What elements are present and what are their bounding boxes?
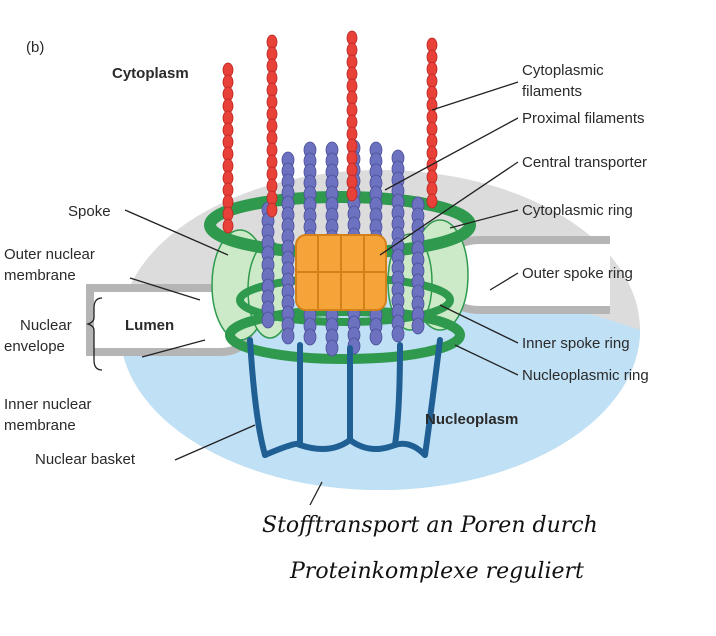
envelope-bracket (85, 297, 103, 371)
cytoplasmic-filament (266, 34, 278, 218)
leader-lines (124, 81, 519, 506)
label-nuclear-basket: Nuclear basket (35, 451, 136, 468)
label-inner-spoke-ring: Inner spoke ring (522, 335, 630, 352)
label-lumen: Lumen (125, 317, 174, 334)
proximal-filament (281, 151, 295, 345)
panel-label: (b) (26, 39, 44, 56)
label-outer-spoke-ring: Outer spoke ring (522, 265, 633, 282)
label-central-transporter: Central transporter (522, 154, 647, 171)
proximal-filament (391, 149, 405, 343)
handwritten-note-line-2: Proteinkomplexe reguliert (289, 559, 584, 584)
label-proximal-filaments: Proximal filaments (522, 110, 645, 127)
label-nucleoplasmic-ring: Nucleoplasmic ring (522, 367, 649, 384)
proximal-filament (261, 201, 275, 329)
label-nucleoplasm: Nucleoplasm (425, 411, 518, 428)
label-cytoplasm: Cytoplasm (112, 65, 189, 82)
handwritten-note-line-1: Stofftransport an Poren durch (262, 513, 598, 538)
label-inner-nuclear-membrane-1: Inner nuclear (4, 396, 92, 413)
cytoplasmic-filament (346, 30, 358, 202)
label-nuclear-envelope-1: Nuclear (20, 317, 72, 334)
label-spoke: Spoke (68, 203, 111, 220)
label-inner-nuclear-membrane-2: membrane (4, 417, 76, 434)
central-transporter (295, 234, 387, 311)
cytoplasmic-filament (222, 62, 234, 234)
label-cytoplasmic-filaments-1: Cytoplasmic (522, 62, 604, 79)
proximal-filament (411, 196, 425, 335)
label-cytoplasmic-filaments-2: filaments (522, 83, 582, 100)
label-outer-nuclear-membrane-2: membrane (4, 267, 76, 284)
cytoplasmic-filament (426, 37, 438, 209)
cytoplasmic-filaments (222, 30, 438, 234)
label-nuclear-envelope-2: envelope (4, 338, 65, 355)
label-outer-nuclear-membrane-1: Outer nuclear (4, 246, 95, 263)
label-cytoplasmic-ring: Cytoplasmic ring (522, 202, 633, 219)
nuclear-basket (247, 337, 443, 458)
